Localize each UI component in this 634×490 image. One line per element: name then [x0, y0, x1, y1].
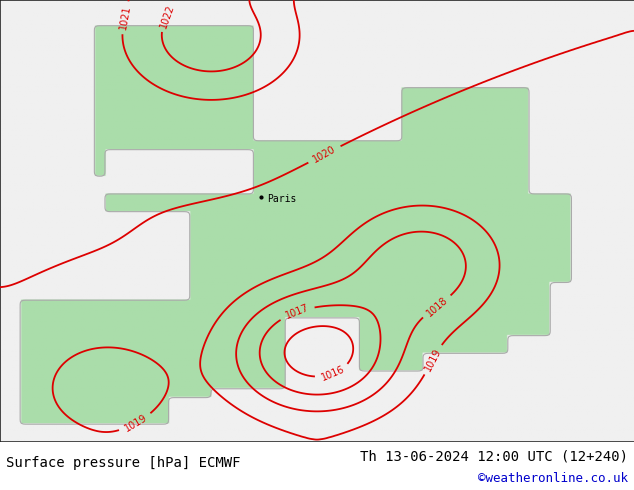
- Text: 1019: 1019: [423, 346, 443, 373]
- Text: Th 13-06-2024 12:00 UTC (12+240): Th 13-06-2024 12:00 UTC (12+240): [359, 449, 628, 463]
- Text: 1019: 1019: [122, 413, 149, 434]
- Text: Paris: Paris: [268, 194, 297, 204]
- Text: 1016: 1016: [320, 365, 346, 383]
- Text: Surface pressure [hPa] ECMWF: Surface pressure [hPa] ECMWF: [6, 456, 241, 470]
- Text: 1020: 1020: [311, 144, 337, 165]
- Text: 1018: 1018: [424, 294, 450, 318]
- Text: 1021: 1021: [118, 5, 133, 31]
- Text: 1022: 1022: [158, 2, 176, 29]
- Text: 1017: 1017: [283, 303, 310, 321]
- Text: ©weatheronline.co.uk: ©weatheronline.co.uk: [477, 472, 628, 485]
